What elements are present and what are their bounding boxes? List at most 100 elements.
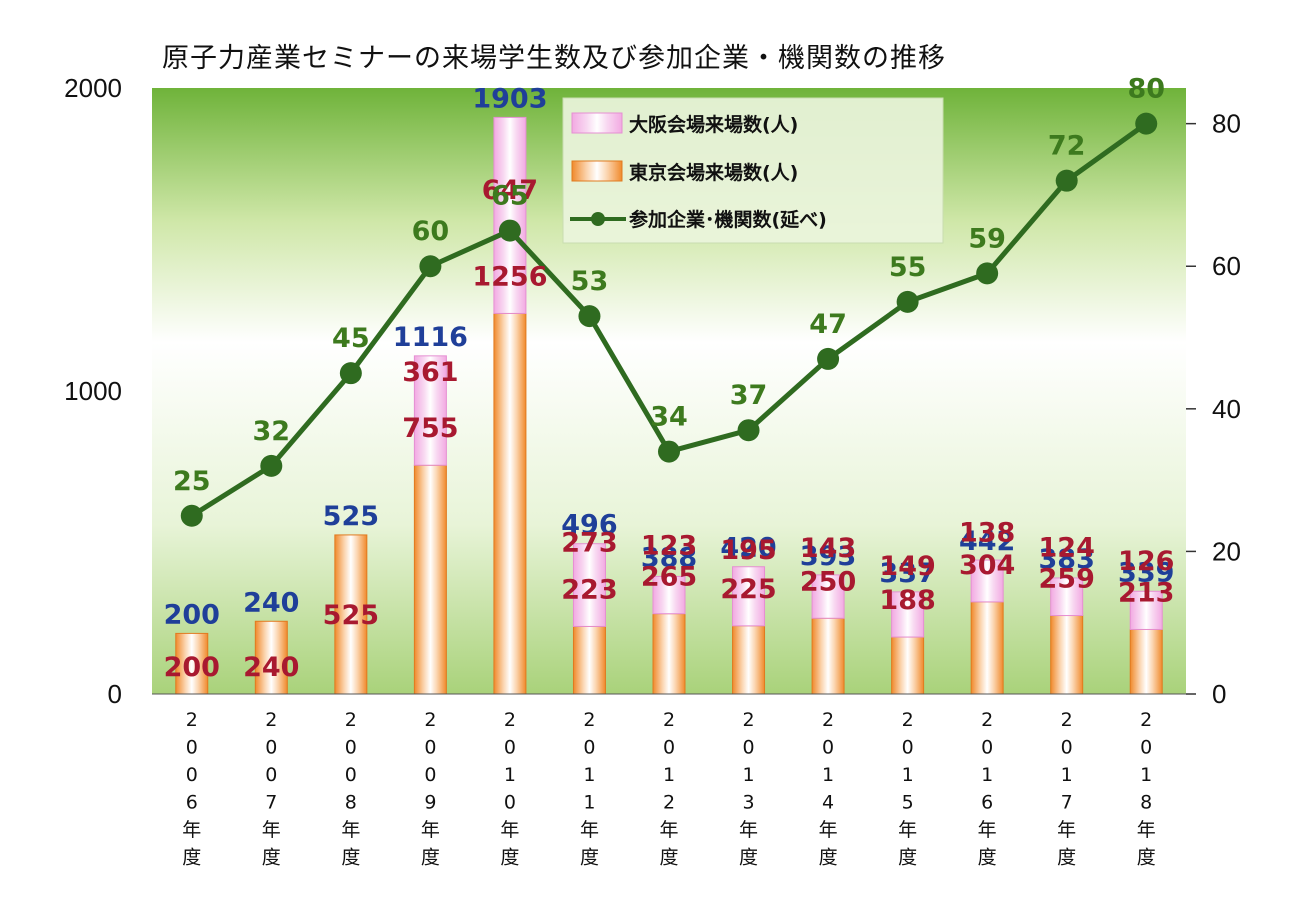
y-right-tick-1: 20 — [1212, 536, 1241, 566]
bar-tokyo-4 — [493, 312, 527, 695]
x-tick-label-7: 2 0 1 3 年度 — [739, 709, 758, 869]
tokyo-label-4: 1256 — [472, 261, 547, 292]
tokyo-label-3: 755 — [402, 413, 458, 444]
tokyo-label-8: 250 — [800, 566, 856, 597]
x-tick-char: 0 — [504, 792, 516, 814]
tokyo-label-6: 265 — [641, 562, 697, 593]
tokyo-label-1: 240 — [243, 652, 299, 683]
x-tick-char: 1 — [583, 792, 595, 814]
total-label-3: 1116 — [393, 322, 468, 353]
line-label-7: 37 — [730, 380, 768, 411]
x-tick-char: 年 — [739, 819, 758, 841]
x-tick-char: 0 — [742, 737, 754, 759]
line-point-0 — [180, 504, 203, 527]
line-point-9 — [896, 290, 919, 313]
x-tick-char: 2 — [742, 709, 754, 731]
bar-osaka-6 — [652, 575, 686, 615]
x-tick-char: 2 — [902, 709, 914, 731]
x-tick-char: 年 — [1057, 819, 1076, 841]
line-point-12 — [1135, 112, 1158, 135]
x-tick-char: 2 — [981, 709, 993, 731]
x-tick-char: 2 — [1140, 709, 1152, 731]
tokyo-label-0: 200 — [164, 652, 220, 683]
x-tick-char: 年 — [182, 819, 201, 841]
bar-tokyo-3 — [413, 464, 447, 695]
bar-tokyo-1 — [254, 620, 288, 695]
osaka-label-7: 195 — [720, 535, 776, 566]
x-tick-char: 7 — [1061, 792, 1073, 814]
tokyo-label-11: 259 — [1039, 564, 1095, 595]
x-tick-char: 1 — [1061, 764, 1073, 786]
total-label-2: 525 — [323, 501, 379, 532]
x-tick-char: 0 — [1061, 737, 1073, 759]
x-tick-label-2: 2 0 0 8 年度 — [341, 709, 360, 869]
line-point-6 — [658, 440, 680, 463]
tokyo-label-7: 225 — [720, 574, 776, 605]
bar-osaka-8 — [811, 574, 845, 619]
line-label-4: 65 — [491, 181, 529, 212]
x-tick-char: 度 — [978, 847, 997, 869]
x-tick-char: 2 — [186, 709, 198, 731]
total-label-10: 442 — [959, 526, 1015, 557]
bar-osaka-9 — [891, 591, 925, 638]
legend-label-osaka: 大阪会場来場数(人) — [629, 113, 798, 136]
x-tick-char: 年 — [580, 819, 599, 841]
legend-swatch-osaka — [571, 112, 623, 134]
line-label-1: 32 — [253, 416, 291, 447]
x-tick-char: 0 — [265, 764, 277, 786]
tokyo-label-12: 213 — [1118, 577, 1174, 608]
tokyo-label-9: 188 — [879, 585, 935, 616]
bar-tokyo-2 — [334, 534, 368, 695]
bar-tokyo-5 — [572, 625, 606, 695]
x-tick-char: 1 — [583, 764, 595, 786]
line-point-11 — [1055, 169, 1078, 192]
x-tick-char: 2 — [345, 709, 357, 731]
bar-osaka-7 — [732, 566, 766, 627]
line-point-5 — [578, 305, 601, 328]
line-point-8 — [817, 347, 840, 370]
tokyo-label-10: 304 — [959, 550, 1015, 581]
x-tick-char: 0 — [663, 737, 675, 759]
total-label-1: 240 — [243, 587, 299, 618]
x-tick-char: 度 — [819, 847, 838, 869]
x-tick-char: 1 — [902, 764, 914, 786]
line-point-2 — [339, 362, 362, 385]
x-tick-char: 6 — [981, 792, 993, 814]
x-tick-char: 度 — [898, 847, 917, 869]
x-tick-label-1: 2 0 0 7 年度 — [262, 709, 281, 869]
x-tick-char: 1 — [981, 764, 993, 786]
x-tick-char: 8 — [345, 792, 357, 814]
osaka-label-3: 361 — [402, 357, 458, 388]
y-left-tick-0: 0 — [108, 679, 122, 709]
x-tick-char: 1 — [822, 764, 834, 786]
bar-osaka-5 — [572, 543, 606, 627]
line-label-6: 34 — [650, 402, 688, 433]
legend-swatch-tokyo — [571, 160, 623, 182]
osaka-label-12: 126 — [1118, 546, 1174, 577]
x-tick-char: 0 — [981, 737, 993, 759]
line-point-3 — [419, 255, 442, 278]
x-tick-char: 年 — [978, 819, 997, 841]
bar-osaka-12 — [1129, 590, 1163, 630]
legend: 大阪会場来場数(人) 東京会場来場数(人) 参加企業･機関数(延べ) — [562, 97, 944, 244]
y-left-tick-2: 2000 — [64, 73, 122, 103]
x-tick-char: 度 — [182, 847, 201, 869]
line-label-11: 72 — [1048, 131, 1086, 162]
total-label-7: 420 — [720, 533, 776, 564]
x-tick-char: 4 — [822, 792, 834, 814]
x-tick-char: 6 — [186, 792, 198, 814]
x-tick-char: 2 — [583, 709, 595, 731]
x-tick-char: 1 — [504, 764, 516, 786]
x-tick-char: 1 — [663, 764, 675, 786]
osaka-label-6: 123 — [641, 531, 697, 562]
x-tick-char: 1 — [1140, 764, 1152, 786]
x-tick-char: 8 — [1140, 792, 1152, 814]
x-tick-label-11: 2 0 1 7 年度 — [1057, 709, 1076, 869]
line-point-10 — [976, 262, 999, 285]
x-tick-char: 度 — [421, 847, 440, 869]
x-tick-char: 度 — [659, 847, 678, 869]
x-tick-char: 2 — [504, 709, 516, 731]
x-tick-char: 年 — [819, 819, 838, 841]
legend-label-line: 参加企業･機関数(延べ) — [629, 208, 827, 231]
y-left-tick-1: 1000 — [64, 376, 122, 406]
